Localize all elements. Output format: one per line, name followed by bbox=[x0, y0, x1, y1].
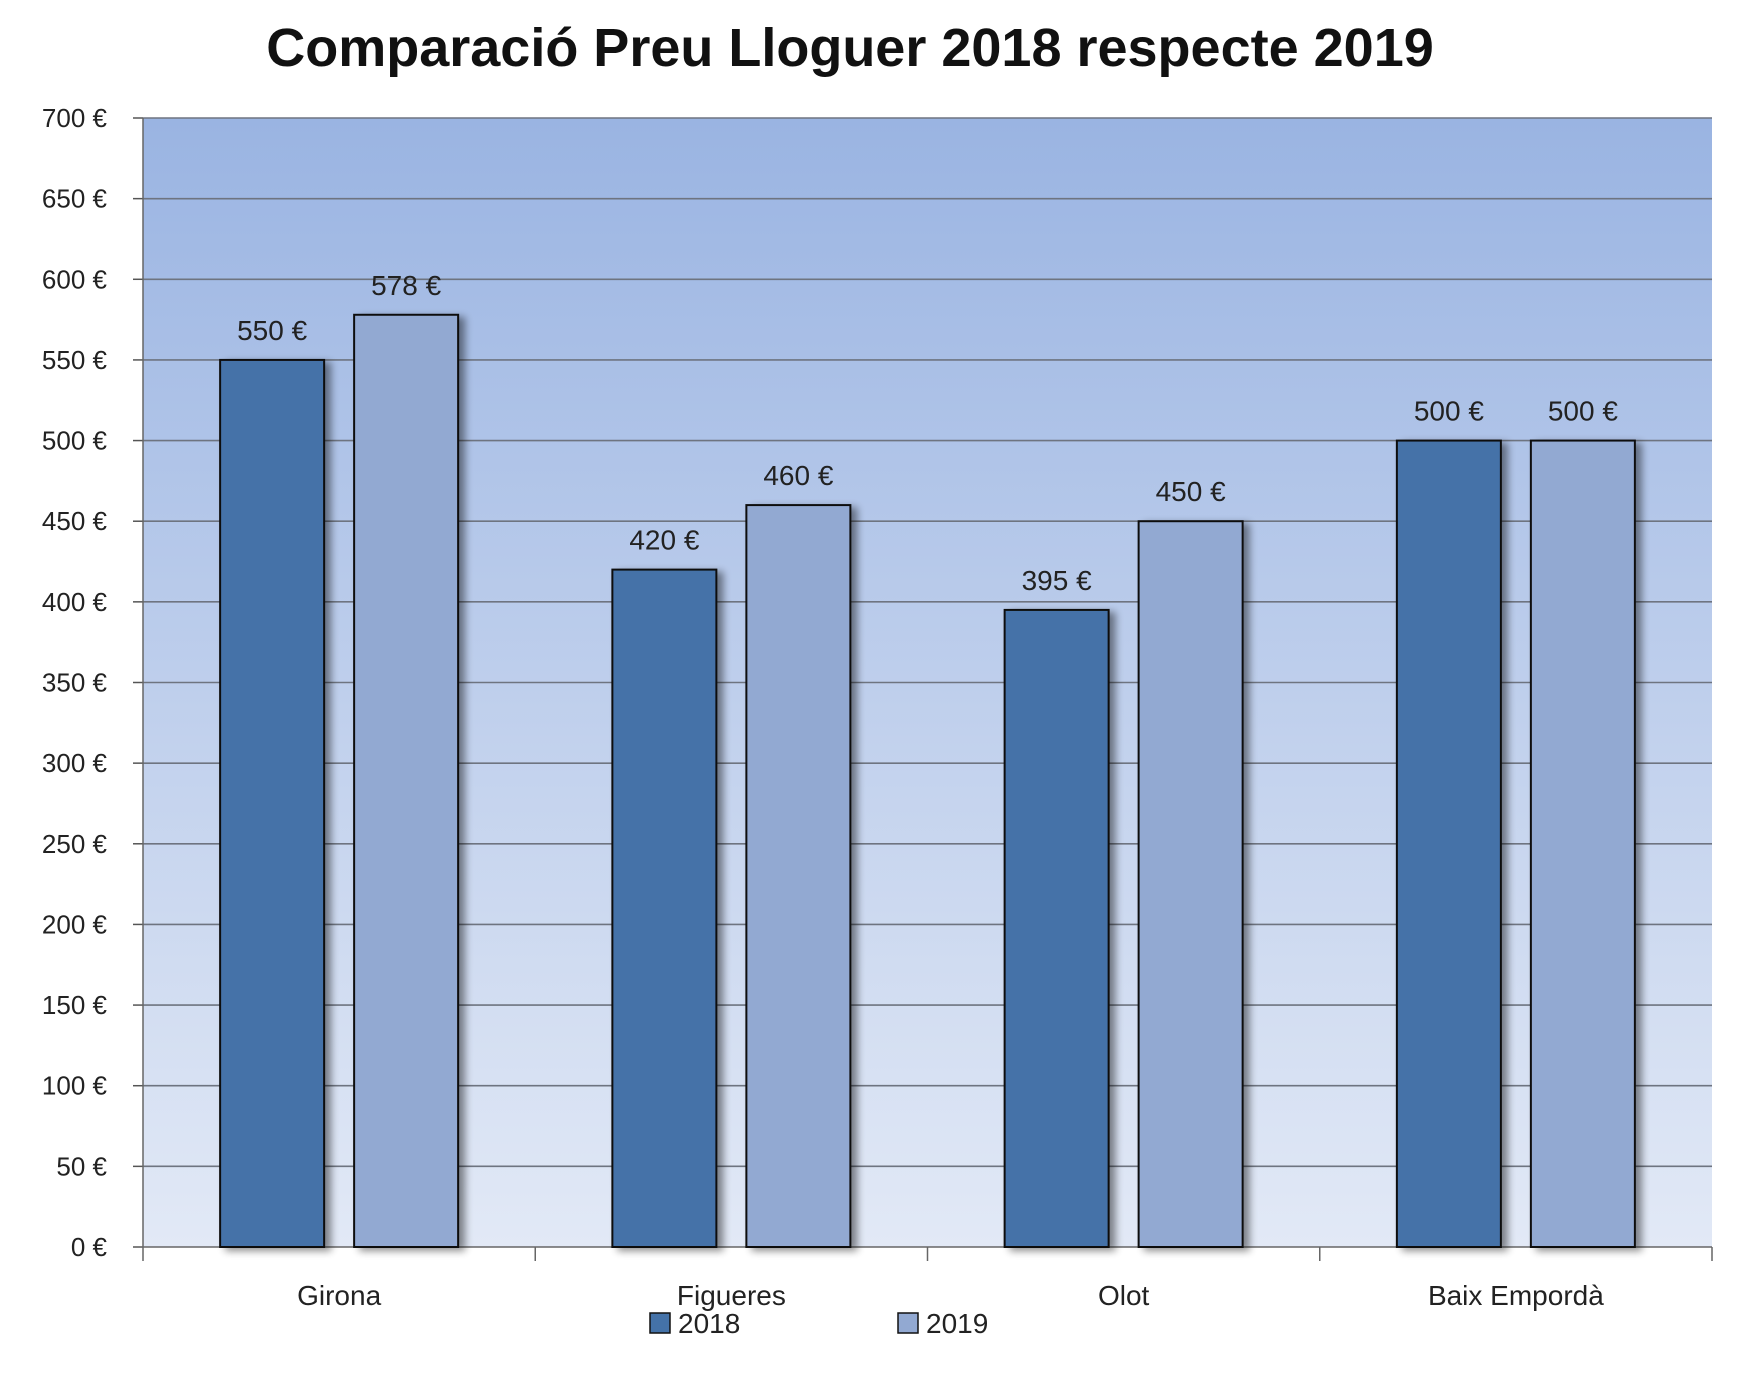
data-label: 395 € bbox=[1022, 565, 1092, 596]
bar-2019-olot bbox=[1137, 520, 1244, 1248]
data-labels: 550 € 578 € 420 € 460 € 395 € 450 € 500 € 500 € bbox=[237, 270, 1618, 596]
bar-2018-figueres bbox=[611, 568, 718, 1248]
x-category-label: Olot bbox=[1098, 1280, 1150, 1311]
y-tick-label: 0 € bbox=[71, 1232, 108, 1262]
data-label: 578 € bbox=[371, 270, 441, 301]
y-tick-label: 650 € bbox=[42, 184, 108, 214]
data-label: 420 € bbox=[629, 525, 699, 556]
y-tick-label: 700 € bbox=[42, 103, 108, 133]
bar-2018-girona bbox=[219, 358, 326, 1248]
legend: 2018 2019 bbox=[649, 1308, 988, 1339]
y-axis-tick-labels: 0 € 50 € 100 € 150 € 200 € 250 € 300 € 350 € 400… bbox=[42, 103, 108, 1262]
legend-label: 2018 bbox=[678, 1308, 740, 1339]
data-label: 550 € bbox=[237, 315, 307, 346]
y-tick-label: 200 € bbox=[42, 909, 108, 939]
y-tick-label: 550 € bbox=[42, 345, 108, 375]
y-tick-label: 250 € bbox=[42, 829, 108, 859]
bar-2018-baix-empordà bbox=[1395, 439, 1502, 1249]
x-axis-category-labels: Girona Figueres Olot Baix Empordà bbox=[297, 1280, 1604, 1311]
bar-2019-girona bbox=[353, 313, 460, 1249]
y-tick-label: 400 € bbox=[42, 587, 108, 617]
bar-2019-figueres bbox=[745, 504, 852, 1249]
bar-2018-olot bbox=[1003, 608, 1110, 1248]
x-category-label: Baix Empordà bbox=[1428, 1280, 1604, 1311]
data-label: 500 € bbox=[1548, 396, 1618, 427]
bar-2019-baix-empordà bbox=[1529, 439, 1636, 1249]
x-category-label: Figueres bbox=[677, 1280, 786, 1311]
y-tick-label: 450 € bbox=[42, 506, 108, 536]
data-label: 450 € bbox=[1156, 476, 1226, 507]
x-category-label: Girona bbox=[297, 1280, 381, 1311]
chart-title: Comparació Preu Lloguer 2018 respecte 20… bbox=[266, 18, 1434, 78]
y-tick-label: 150 € bbox=[42, 990, 108, 1020]
legend-label: 2019 bbox=[926, 1308, 988, 1339]
y-tick-label: 600 € bbox=[42, 264, 108, 294]
y-tick-label: 300 € bbox=[42, 748, 108, 778]
data-label: 500 € bbox=[1414, 396, 1484, 427]
data-label: 460 € bbox=[763, 460, 833, 491]
y-tick-label: 50 € bbox=[56, 1151, 107, 1181]
y-tick-label: 350 € bbox=[42, 668, 108, 698]
y-tick-label: 500 € bbox=[42, 426, 108, 456]
legend-swatch bbox=[897, 1312, 919, 1334]
bars bbox=[219, 313, 1636, 1249]
y-tick-label: 100 € bbox=[42, 1071, 108, 1101]
legend-swatch bbox=[649, 1312, 671, 1334]
